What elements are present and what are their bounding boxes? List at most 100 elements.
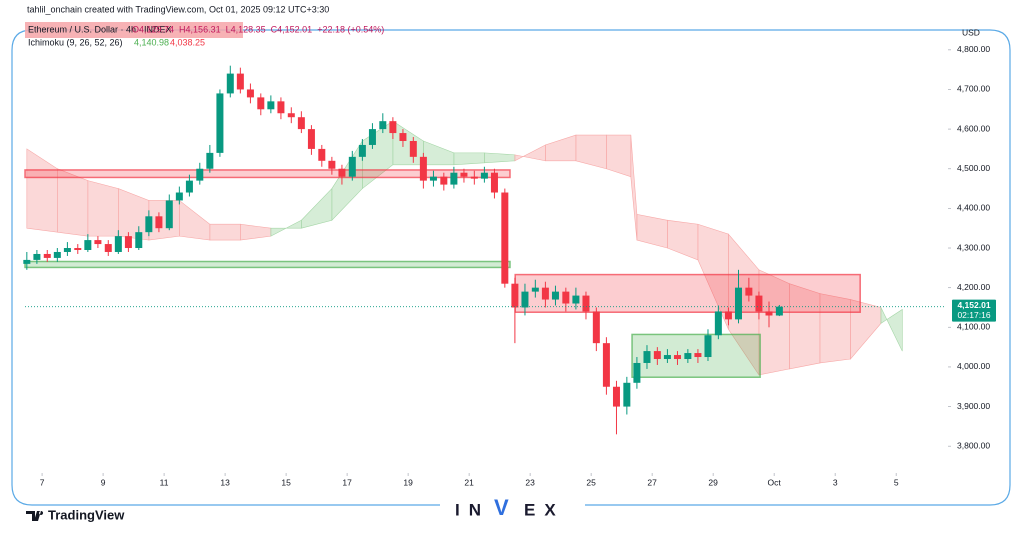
candle-body — [216, 93, 224, 153]
y-tick-label: 3,900.00 — [957, 401, 990, 411]
x-tick-label: Oct — [768, 477, 782, 487]
candle-body — [460, 172, 468, 177]
candle-body — [114, 236, 122, 252]
candle-body — [196, 168, 204, 181]
candle-body — [84, 240, 92, 250]
candle-body — [562, 291, 570, 304]
candle-body — [734, 287, 742, 320]
ohlc-item: L4,128.35 — [226, 24, 266, 34]
x-tick-label: 27 — [647, 477, 657, 487]
candle-body — [429, 176, 437, 181]
candle-body — [755, 295, 763, 312]
candle-body — [663, 355, 671, 360]
candle-body — [521, 291, 529, 308]
x-tick-label: 17 — [342, 477, 352, 487]
x-tick-label: 13 — [220, 477, 230, 487]
candle-body — [409, 140, 417, 157]
x-tick-label: 23 — [525, 477, 535, 487]
candle-body — [389, 121, 397, 134]
candle-body — [287, 113, 295, 118]
y-tick-label: 4,100.00 — [957, 322, 990, 332]
candle-body — [23, 259, 31, 264]
y-tick-label: 4,400.00 — [957, 203, 990, 213]
x-tick-label: 29 — [708, 477, 718, 487]
x-tick-label: 9 — [101, 477, 106, 487]
x-tick-label: 15 — [281, 477, 291, 487]
symbol: Ethereum / U.S. Dollar · 4h · INDEX — [28, 24, 172, 34]
candle-body — [724, 311, 732, 320]
candle-body — [328, 160, 336, 169]
x-tick-label: 3 — [833, 477, 838, 487]
ohlc-item: H4,156.31 — [179, 24, 221, 34]
x-tick-label: 7 — [40, 477, 45, 487]
candle-body — [104, 244, 112, 252]
logo-text: TradingView — [48, 507, 125, 522]
candle-body — [775, 306, 783, 316]
tradingview-logo: TradingView — [26, 507, 125, 522]
ohlc-item: O4,129.74 — [132, 24, 174, 34]
frame — [11, 29, 1011, 506]
candle-body — [399, 133, 407, 141]
indicator-value: 4,140.98 — [134, 37, 169, 47]
header-highlight — [25, 22, 243, 38]
candle-body — [704, 335, 712, 358]
x-tick-label: 21 — [464, 477, 474, 487]
candle-body — [257, 97, 265, 110]
candle-body — [145, 216, 153, 233]
candle-body — [745, 287, 753, 296]
candle-body — [419, 156, 427, 181]
candle-body — [612, 386, 620, 407]
candle-body — [572, 295, 580, 304]
y-tick-label: 4,000.00 — [957, 361, 990, 371]
candle-body — [653, 351, 661, 360]
y-tick-label: 3,800.00 — [957, 440, 990, 450]
candle-body — [307, 129, 315, 149]
candle-body — [236, 73, 244, 90]
candle-body — [226, 73, 234, 94]
zone — [24, 169, 511, 179]
candle-body — [63, 248, 71, 252]
watermark-v: V — [494, 495, 509, 520]
candle-body — [673, 355, 681, 360]
candle-body — [74, 248, 82, 250]
candle-body — [440, 176, 448, 185]
cloud-segment — [484, 152, 516, 164]
candle-body — [643, 351, 651, 363]
credit-line: tahlil_onchain created with TradingView.… — [27, 4, 329, 14]
x-tick-label: 25 — [586, 477, 596, 487]
zone — [514, 273, 861, 313]
cloud-segment — [148, 200, 180, 241]
candle-body — [511, 283, 519, 308]
watermark-right: EX — [524, 500, 565, 519]
candle-body — [43, 253, 51, 258]
countdown: 02:17:16 — [957, 310, 990, 320]
x-tick-label: 11 — [160, 477, 169, 487]
candle-body — [694, 353, 702, 358]
candle-body — [470, 176, 478, 179]
candle-body — [379, 121, 387, 130]
candle-body — [714, 311, 722, 336]
y-tick-label: 4,500.00 — [957, 163, 990, 173]
candle-body — [94, 240, 102, 245]
candle-body — [582, 295, 590, 312]
cloud-segment — [209, 223, 241, 241]
x-tick-label: 5 — [894, 477, 899, 487]
y-tick-label: 4,200.00 — [957, 282, 990, 292]
cloud-segment — [57, 168, 89, 237]
candle-body — [541, 287, 549, 300]
candle-body — [368, 129, 376, 145]
zone — [24, 260, 511, 269]
candle-body — [206, 152, 214, 169]
candle-body — [480, 172, 488, 179]
cloud-segment — [87, 180, 119, 237]
candle-body — [135, 232, 143, 249]
candle-body — [165, 200, 173, 229]
candle-body — [592, 311, 600, 344]
price-tag — [952, 299, 996, 322]
indicator-name: Ichimoku (9, 26, 52, 26) — [28, 37, 123, 47]
candle-body — [246, 89, 254, 98]
ohlc-values: O4,129.74 H4,156.31 L4,128.35 C4,152.01 +22.… — [132, 24, 384, 34]
candle-body — [358, 144, 366, 157]
candle-body — [277, 101, 285, 114]
